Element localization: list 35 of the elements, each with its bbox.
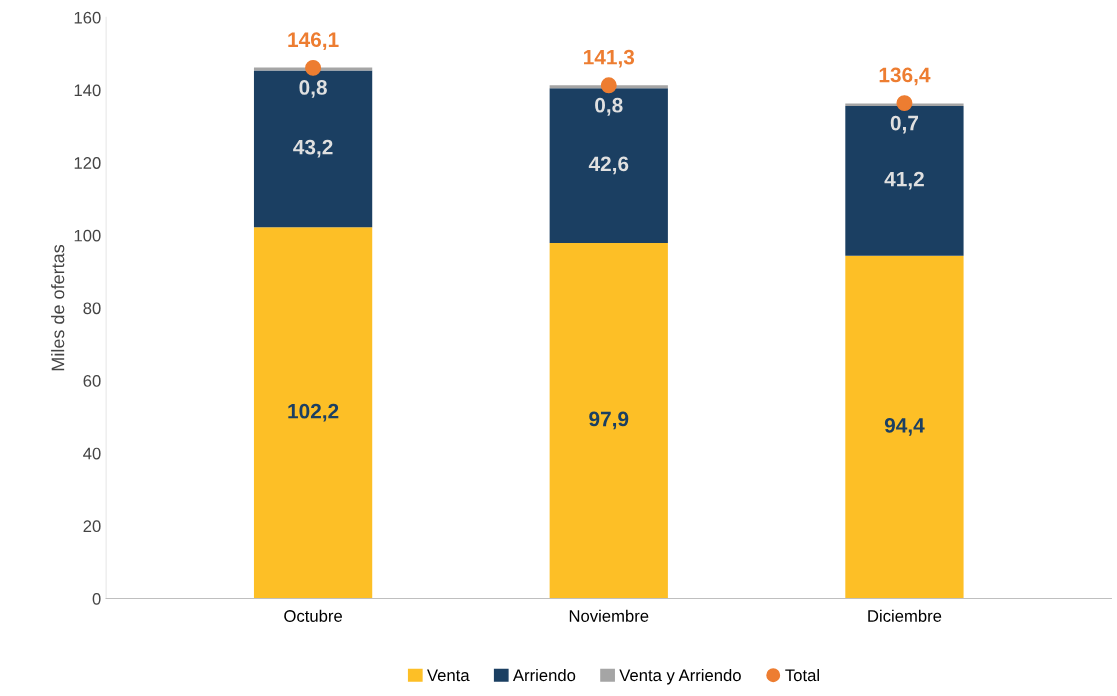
data-label: 0,7 (890, 115, 919, 134)
x-tick-label: Noviembre (569, 609, 649, 622)
bar (549, 88, 668, 243)
bar (549, 242, 668, 599)
data-label: 146,1 (288, 32, 339, 51)
data-label: 97,9 (589, 411, 629, 430)
data-label: 42,6 (588, 156, 629, 175)
y-tick-label: 140 (74, 84, 101, 97)
bar (253, 70, 373, 228)
x-tick-label: Diciembre (868, 609, 942, 622)
data-label: 0,8 (595, 97, 623, 116)
data-label: 94,4 (884, 417, 925, 436)
data-label: 0,8 (299, 80, 327, 98)
bar (845, 255, 964, 599)
y-tick-label: 60 (83, 375, 101, 387)
bar (253, 227, 373, 599)
x-tick-label: Octubre (284, 609, 342, 622)
legend-label: Venta y Arriendo (619, 668, 741, 685)
y-tick-label: 0 (92, 592, 101, 605)
y-tick-label: 120 (74, 157, 101, 169)
legend-label: Venta (427, 669, 470, 682)
bar (845, 106, 964, 256)
y-tick-label: 100 (74, 229, 101, 242)
y-tick-label: 80 (83, 302, 101, 315)
y-tick-label: 40 (83, 447, 101, 460)
data-label: 141,3 (584, 49, 635, 68)
data-label: 43,2 (293, 139, 333, 158)
legend-label: Arriendo (512, 668, 576, 682)
y-tick-label: 160 (74, 11, 101, 24)
y-tick-label: 20 (83, 520, 101, 533)
y-axis-title: Miles de ofertas (51, 244, 65, 371)
data-label: 136,4 (879, 67, 931, 86)
legend-label: Total (785, 668, 819, 682)
data-label: 102,2 (288, 403, 339, 422)
data-label: 41,2 (884, 171, 924, 190)
